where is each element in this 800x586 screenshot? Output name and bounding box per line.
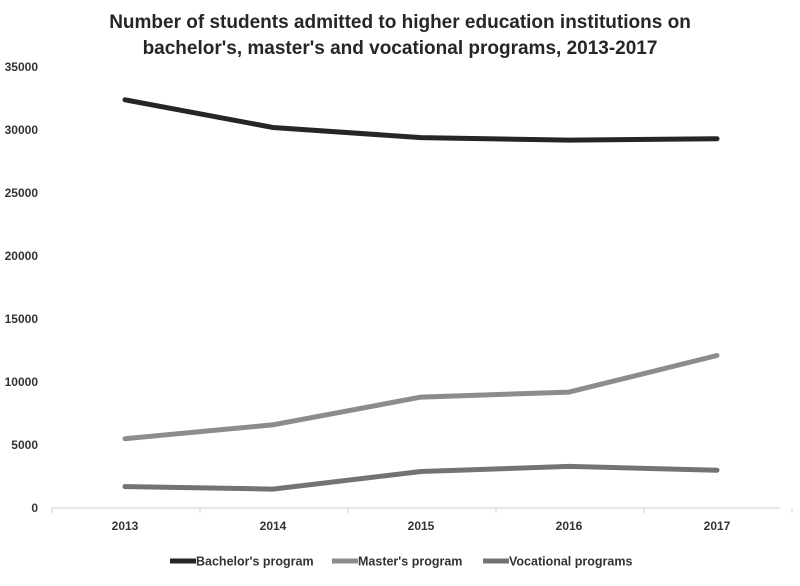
y-tick-label: 5000 [11,438,38,452]
x-tick-label: 2013 [112,519,139,533]
y-tick-label: 35000 [5,60,39,74]
series-line-3 [122,463,720,492]
y-axis-ticks: 0 5000 10000 15000 20000 25000 30000 35000 [5,60,39,515]
series-lines [122,97,720,492]
legend: Bachelor's program Master's program Vocati… [170,555,632,569]
y-tick-label: 25000 [5,186,39,200]
series-line-2 [122,353,720,442]
y-tick-label: 10000 [5,375,39,389]
legend-label-3: Vocational programs [509,555,632,569]
chart-title-line-2: bachelor's, master's and vocational prog… [142,38,658,59]
y-tick-label: 20000 [5,249,39,263]
y-tick-label: 15000 [5,312,39,326]
y-tick-label: 0 [31,501,38,515]
x-tick-label: 2017 [704,519,731,533]
x-axis-ticks: 2013 2014 2015 2016 2017 [51,508,793,533]
chart-title: Number of students admitted to higher ed… [60,10,740,62]
series-line-1 [122,97,720,143]
legend-label-1: Bachelor's program [196,555,314,569]
x-tick-label: 2016 [556,519,583,533]
y-tick-label: 30000 [5,123,39,137]
x-tick-label: 2014 [260,519,287,533]
x-tick-label: 2015 [408,519,435,533]
legend-label-2: Master's program [358,555,462,569]
chart-title-line-1: Number of students admitted to higher ed… [109,12,691,33]
